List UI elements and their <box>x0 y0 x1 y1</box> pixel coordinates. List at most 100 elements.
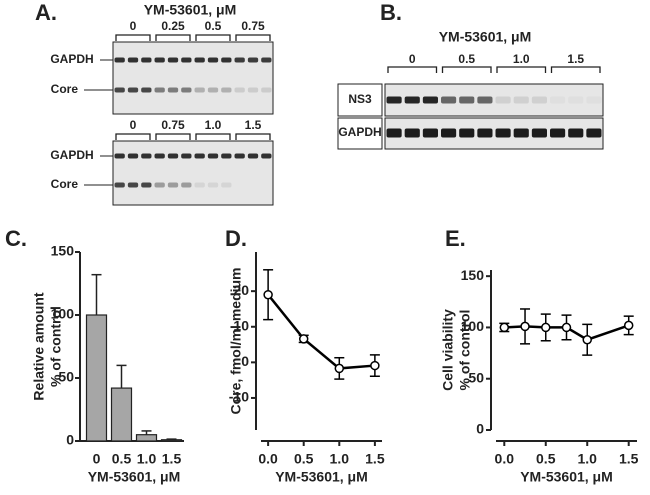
y-tick-label: 50 <box>468 369 484 385</box>
bar <box>110 387 133 442</box>
blot-title: YM-53601, μM <box>439 29 532 45</box>
band <box>181 87 192 93</box>
blot <box>384 117 604 150</box>
data-point <box>334 363 345 374</box>
panel-label: E. <box>445 226 466 251</box>
x-axis-label: YM-53601, μM <box>275 469 368 485</box>
y-axis-label: Relative amount <box>31 292 47 400</box>
x-tick-label: 0.5 <box>536 451 556 467</box>
bar <box>160 439 183 442</box>
dose-label: 0 <box>130 19 137 33</box>
row-label: Core <box>51 82 79 96</box>
x-tick-label: 0.0 <box>495 451 515 467</box>
band <box>586 97 601 104</box>
band <box>167 182 179 188</box>
dose-label: 0 <box>130 118 137 132</box>
band <box>181 57 192 63</box>
dose-label: 1.5 <box>245 118 262 132</box>
row-label: GAPDH <box>338 125 381 139</box>
data-point <box>541 322 551 333</box>
band <box>194 57 205 63</box>
band <box>422 96 438 104</box>
y-tick-label: 150 <box>461 267 485 283</box>
band <box>181 182 192 188</box>
band <box>141 57 152 63</box>
panel-label: D. <box>225 226 247 251</box>
bracket <box>550 66 601 73</box>
band <box>441 96 457 104</box>
data-point <box>298 334 309 344</box>
band <box>247 87 259 93</box>
dose-label: 0 <box>409 52 416 66</box>
label-box <box>337 117 383 150</box>
blot-title: YM-53601, μM <box>144 2 237 18</box>
y-tick-label: 0 <box>241 353 249 369</box>
band <box>154 182 165 188</box>
x-tick-label: 1.5 <box>365 451 385 467</box>
band <box>459 128 475 138</box>
bracket <box>155 34 191 41</box>
band <box>261 87 272 93</box>
x-tick-label: 1.0 <box>578 451 598 467</box>
band <box>114 153 125 159</box>
band <box>194 87 205 93</box>
band <box>181 153 192 159</box>
band <box>114 182 125 188</box>
bracket <box>235 34 271 41</box>
data-point <box>582 334 592 345</box>
dose-label: 0.25 <box>161 19 185 33</box>
bracket <box>195 34 231 41</box>
band <box>550 97 565 104</box>
x-tick-label: 0.0 <box>258 451 278 467</box>
x-tick-label: 1.5 <box>162 451 182 467</box>
band <box>141 153 152 159</box>
bracket <box>441 66 492 73</box>
band <box>404 96 420 104</box>
blot <box>112 41 274 115</box>
y-axis-label: Core, fmol/ml medium <box>228 267 244 414</box>
data-line <box>267 293 375 370</box>
blot <box>112 140 274 206</box>
band <box>234 153 245 159</box>
panel-label: A. <box>35 0 57 25</box>
blot <box>384 83 604 117</box>
band <box>207 182 219 188</box>
band <box>247 153 259 159</box>
band <box>127 87 139 93</box>
band <box>513 128 529 138</box>
band <box>141 87 152 93</box>
band <box>207 153 219 159</box>
y-tick-label: 0 <box>66 432 74 448</box>
band <box>586 128 602 138</box>
band <box>234 57 245 63</box>
x-tick-label: 1.0 <box>330 451 350 467</box>
label-box <box>337 83 383 117</box>
y-axis-label: Cell viability <box>440 309 456 391</box>
dose-label: 0.75 <box>161 118 185 132</box>
bracket <box>387 66 438 73</box>
band <box>386 128 402 138</box>
band <box>207 57 219 63</box>
dose-label: 1.0 <box>205 118 222 132</box>
band <box>167 57 179 63</box>
dose-label: 1.5 <box>567 52 584 66</box>
band <box>207 87 219 93</box>
band <box>194 182 205 188</box>
band <box>141 182 152 188</box>
band <box>477 128 493 138</box>
x-tick-label: 0.5 <box>294 451 314 467</box>
band <box>127 153 139 159</box>
band <box>495 96 511 104</box>
band <box>221 87 232 93</box>
y-tick-label: -10 <box>229 389 249 405</box>
bracket <box>115 34 151 41</box>
y-axis-label: % of control <box>457 310 473 391</box>
band <box>477 96 493 104</box>
data-point <box>623 320 634 331</box>
bracket <box>115 133 151 140</box>
y-tick-label: 10 <box>233 317 249 333</box>
bracket <box>195 133 231 140</box>
x-tick-label: 0 <box>93 451 101 467</box>
bracket <box>496 66 547 73</box>
